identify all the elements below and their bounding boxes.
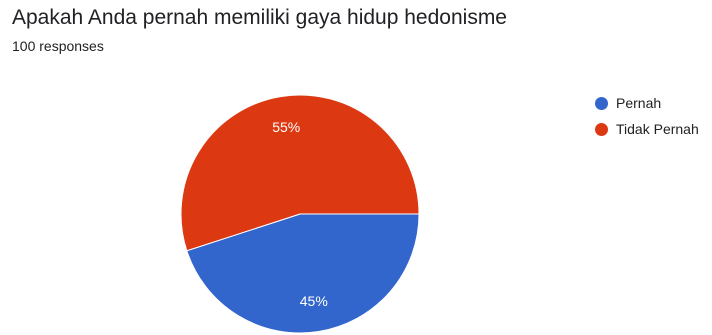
pie-slice-pernah[interactable] — [186, 213, 420, 334]
legend-label-pernah: Pernah — [616, 95, 662, 111]
chart-title: Apakah Anda pernah memiliki gaya hidup h… — [12, 6, 507, 29]
legend-item-tidak-pernah[interactable]: Tidak Pernah — [595, 121, 699, 137]
legend-label-tidak-pernah: Tidak Pernah — [616, 121, 699, 137]
pie-slices — [180, 94, 420, 334]
legend-swatch-pernah — [595, 96, 608, 110]
legend-item-pernah[interactable]: Pernah — [595, 95, 699, 111]
pie-slice-tidak-pernah[interactable] — [180, 94, 420, 252]
legend-swatch-tidak-pernah — [595, 122, 608, 136]
pie-label-pernah: 45% — [300, 293, 328, 309]
response-count: 100 responses — [12, 38, 104, 54]
legend: Pernah Tidak Pernah — [595, 95, 699, 147]
pie-label-tidak-pernah: 55% — [272, 119, 300, 135]
pie-slice-labels: 45% 55% — [272, 119, 328, 309]
